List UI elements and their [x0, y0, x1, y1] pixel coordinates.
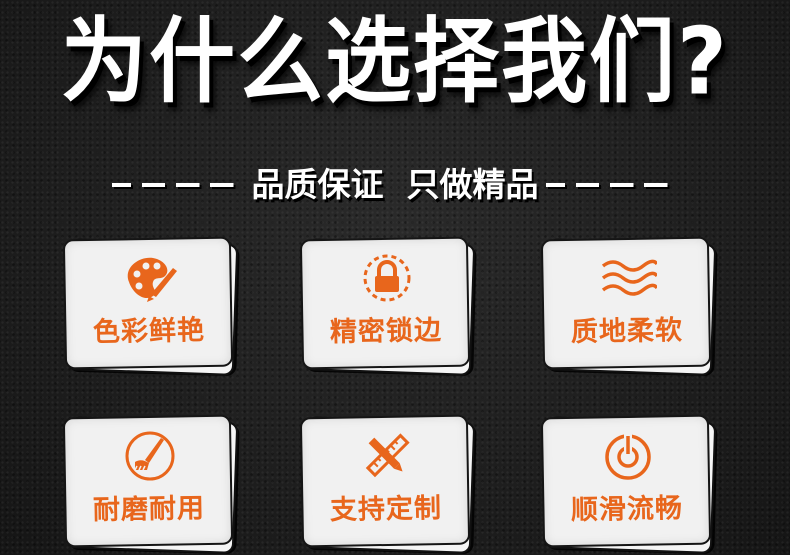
feature-label: 质地柔软: [570, 315, 684, 348]
ruler-pencil-icon: [358, 430, 416, 482]
feature-card-customizable: 支持定制: [299, 414, 477, 555]
palette-icon: [121, 252, 179, 304]
feature-card-precise-edge: 精密锁边: [299, 236, 477, 377]
power-icon: [599, 430, 657, 482]
feature-label: 顺滑流畅: [570, 493, 684, 526]
lock-icon: [358, 252, 416, 304]
waves-icon: [599, 252, 657, 304]
feature-label: 耐磨耐用: [92, 493, 206, 526]
feature-card-smooth: 顺滑流畅: [540, 414, 718, 555]
brush-icon: [121, 430, 179, 482]
subtitle: 品质保证 只做精品: [251, 165, 539, 204]
left-dash-divider: [111, 183, 244, 187]
feature-label: 色彩鲜艳: [92, 315, 206, 348]
feature-label: 支持定制: [329, 493, 443, 526]
feature-card-soft-texture: 质地柔软: [540, 236, 718, 377]
page-title: 为什么选择我们?: [61, 7, 729, 116]
feature-label: 精密锁边: [329, 315, 443, 348]
feature-card-durable: 耐磨耐用: [62, 414, 240, 555]
feature-card-colorful: 色彩鲜艳: [62, 236, 240, 377]
right-dash-divider: [546, 183, 679, 187]
subtitle-row: 品质保证 只做精品: [0, 160, 790, 210]
